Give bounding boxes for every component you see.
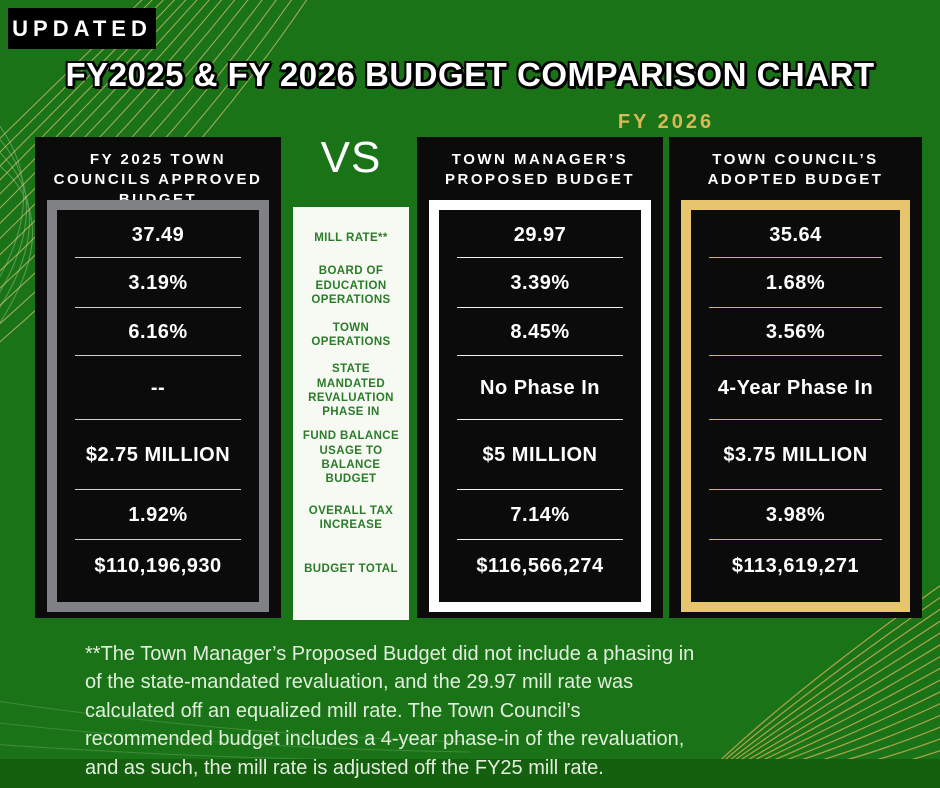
value-fund-balance-usage: $3.75 MILLION bbox=[691, 420, 900, 490]
value-box-town-manager: 29.97 3.39% 8.45% No Phase In $5 MILLION… bbox=[429, 200, 651, 612]
value-budget-total: $116,566,274 bbox=[476, 554, 604, 577]
value-mill-rate: 37.49 bbox=[57, 212, 259, 258]
value-boe-operations: 1.68% bbox=[691, 258, 900, 308]
page-title: FY2025 & FY 2026 BUDGET COMPARISON CHART bbox=[65, 56, 875, 93]
value-box-town-council: 35.64 1.68% 3.56% 4-Year Phase In $3.75 … bbox=[681, 200, 910, 612]
column-header-town-council: TOWN COUNCIL’S ADOPTED BUDGET bbox=[707, 151, 884, 188]
value-box-fy2025: 37.49 3.19% 6.16% -- $2.75 MILLION 1.92%… bbox=[47, 200, 269, 612]
footnote-text: **The Town Manager’s Proposed Budget did… bbox=[85, 643, 695, 779]
updated-badge: UPDATED bbox=[8, 8, 156, 49]
value-boe-operations: 3.39% bbox=[439, 258, 641, 308]
column-town-council-adopted: TOWN COUNCIL’S ADOPTED BUDGET 35.64 1.68… bbox=[669, 137, 922, 618]
updated-badge-label: UPDATED bbox=[12, 15, 152, 41]
value-town-operations: 6.16% bbox=[57, 308, 259, 356]
row-label-fund-balance-usage: FUND BALANCE USAGE TO BALANCE BUDGET bbox=[302, 430, 400, 486]
value-fund-balance-usage: $2.75 MILLION bbox=[57, 420, 259, 490]
value-overall-tax-increase: 1.92% bbox=[57, 490, 259, 540]
value-revaluation-phase-in: -- bbox=[57, 356, 259, 420]
value-budget-total: $110,196,930 bbox=[94, 554, 222, 577]
row-label-overall-tax-increase: OVERALL TAX INCREASE bbox=[308, 504, 394, 531]
column-fy2025-approved: FY 2025 TOWN COUNCILS APPROVED BUDGET 37… bbox=[35, 137, 281, 618]
column-header-town-manager: TOWN MANAGER’S PROPOSED BUDGET bbox=[444, 151, 636, 188]
value-budget-total: $113,619,271 bbox=[731, 554, 860, 577]
row-labels-box: MILL RATE** BOARD OF EDUCATION OPERATION… bbox=[293, 207, 409, 620]
value-overall-tax-increase: 7.14% bbox=[439, 490, 641, 540]
row-label-budget-total: BUDGET TOTAL bbox=[304, 562, 398, 575]
vs-label: VS bbox=[320, 133, 382, 182]
fy2026-label: FY 2026 bbox=[617, 111, 715, 133]
value-mill-rate: 29.97 bbox=[439, 212, 641, 258]
row-label-mill-rate: MILL RATE** bbox=[314, 231, 388, 244]
bottom-green-band bbox=[0, 759, 940, 788]
row-label-revaluation-phase-in: STATE MANDATED REVALUATION PHASE IN bbox=[308, 363, 394, 419]
value-boe-operations: 3.19% bbox=[57, 258, 259, 308]
value-overall-tax-increase: 3.98% bbox=[691, 490, 900, 540]
value-town-operations: 8.45% bbox=[439, 308, 641, 356]
value-mill-rate: 35.64 bbox=[691, 212, 900, 258]
column-town-manager-proposed: TOWN MANAGER’S PROPOSED BUDGET 29.97 3.3… bbox=[417, 137, 663, 618]
value-revaluation-phase-in: 4-Year Phase In bbox=[691, 356, 900, 420]
column-header-fy2025: FY 2025 TOWN COUNCILS APPROVED BUDGET bbox=[53, 151, 263, 208]
row-label-boe-operations: BOARD OF EDUCATION OPERATIONS bbox=[311, 265, 391, 307]
value-town-operations: 3.56% bbox=[691, 308, 900, 356]
value-fund-balance-usage: $5 MILLION bbox=[439, 420, 641, 490]
value-revaluation-phase-in: No Phase In bbox=[439, 356, 641, 420]
row-label-town-operations: TOWN OPERATIONS bbox=[311, 321, 391, 348]
